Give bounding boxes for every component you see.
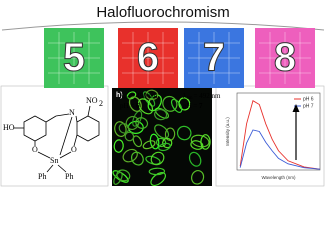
- x-axis-label: Wavelength (nm): [261, 175, 296, 180]
- structure-frame: [0, 85, 109, 187]
- cell: [154, 108, 168, 121]
- annotation-ph: 6: [136, 102, 140, 110]
- cell: [113, 171, 123, 185]
- cell: [154, 124, 170, 139]
- annotation: λem= 492 nm: [183, 92, 221, 102]
- atom-label: Ph: [65, 172, 73, 181]
- cell: [135, 117, 149, 129]
- cell: [191, 169, 205, 185]
- annotation-ph-label: pH =: [183, 102, 199, 110]
- structure-bonds: [14, 105, 100, 173]
- cell: [145, 155, 161, 165]
- spectrum-line: [239, 100, 321, 170]
- arrow-head: [292, 104, 300, 112]
- annotation: pH = 6: [120, 102, 140, 110]
- cell: [176, 125, 192, 141]
- flag: [255, 28, 315, 88]
- annotation: pH = 7: [183, 102, 203, 110]
- flag-number: 8: [274, 36, 296, 80]
- annotation: λem= 490 nm: [120, 92, 158, 102]
- cell: [178, 97, 191, 111]
- annotation-ph-label: pH =: [120, 102, 136, 110]
- y-axis-label: Intensity (a.u.): [225, 117, 230, 146]
- cell: [137, 98, 154, 115]
- cell: [150, 151, 165, 166]
- flag-number: 5: [63, 36, 85, 80]
- cell: [145, 89, 159, 101]
- cell: [118, 122, 130, 134]
- cell: [126, 91, 137, 100]
- plot-area: [236, 92, 321, 171]
- cell: [128, 96, 142, 112]
- bunting-string: [1, 21, 325, 31]
- flag: [184, 28, 244, 88]
- flag-number: 6: [137, 36, 159, 80]
- title: Halofluorochromism: [96, 4, 229, 21]
- cell: [142, 140, 156, 150]
- annotation-subscript: em: [123, 96, 129, 101]
- atom-label: N: [69, 108, 75, 117]
- cell: [116, 169, 131, 182]
- atom-label: NO: [86, 96, 98, 105]
- legend-label: pH 6: [303, 96, 314, 102]
- annotation-value: = 490 nm: [131, 92, 158, 100]
- spectrum-line: [239, 129, 321, 170]
- atom-label-subscript: 2: [99, 99, 103, 108]
- cell: [164, 127, 176, 141]
- flag: [44, 28, 104, 88]
- micrograph: [112, 88, 212, 187]
- cell: [130, 151, 144, 166]
- cell: [162, 137, 173, 149]
- cell: [200, 134, 211, 150]
- cell: [170, 98, 183, 113]
- cell: [148, 167, 166, 176]
- cell: [113, 139, 124, 153]
- cell: [190, 134, 210, 148]
- atom-label: O: [32, 145, 38, 154]
- cell: [147, 94, 162, 112]
- atom-label: HO: [3, 123, 15, 132]
- annotation-subscript: em: [186, 96, 192, 101]
- atom-label: O: [71, 145, 77, 154]
- panel-label: h): [116, 92, 123, 99]
- annotation-symbol: λ: [120, 92, 124, 100]
- legend-label: pH 7: [303, 103, 314, 109]
- page: { "header": {"title": "Halofluorochromis…: [0, 3, 325, 187]
- flag-number: 7: [203, 36, 225, 80]
- cell: [149, 133, 160, 150]
- cell: [114, 121, 127, 138]
- annotation-value: = 492 nm: [194, 92, 221, 100]
- cell: [188, 151, 202, 167]
- chart-frame: [215, 85, 325, 187]
- annotation-ph: 7: [199, 102, 203, 110]
- atom-label: Ph: [38, 172, 46, 181]
- graphical-abstract: Halofluorochromism HO N O O Sn Ph Ph NO …: [0, 4, 325, 187]
- flag: [118, 28, 178, 88]
- cell: [132, 135, 143, 148]
- cell: [150, 172, 166, 187]
- cell: [162, 95, 178, 112]
- cell: [158, 142, 171, 152]
- cell: [124, 131, 135, 142]
- annotation-symbol: λ: [183, 92, 187, 100]
- atom-label: Sn: [50, 156, 58, 165]
- cell: [132, 110, 143, 127]
